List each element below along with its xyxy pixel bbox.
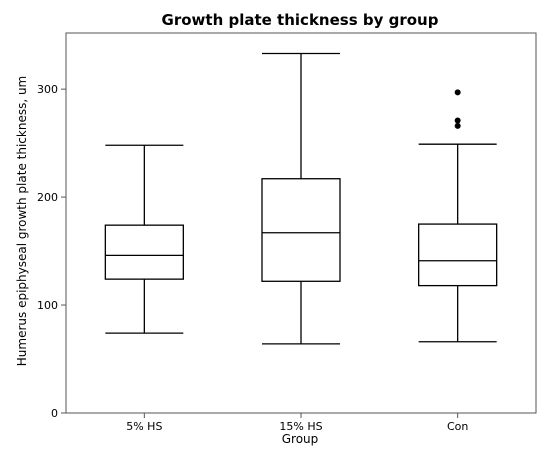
outlier-point-2 <box>454 89 461 96</box>
y-axis-label: Humerus epiphyseal growth plate thicknes… <box>15 76 29 366</box>
x-axis-label: Group <box>282 432 319 446</box>
chart-title: Growth plate thickness by group <box>162 11 439 29</box>
box-group-2 <box>418 89 498 343</box>
iqr-box <box>261 178 341 282</box>
x-tick-label-2: Con <box>447 420 468 433</box>
outlier-point-1 <box>454 117 461 124</box>
box-group-1 <box>261 52 341 345</box>
outlier-point-0 <box>454 122 461 129</box>
y-tick-label-100: 100 <box>37 299 58 312</box>
box-group-0 <box>104 144 184 334</box>
iqr-box <box>418 223 498 287</box>
y-tick-label-300: 300 <box>37 83 58 96</box>
x-axis: 5% HS 15% HS Con <box>126 413 468 433</box>
x-tick-label-0: 5% HS <box>126 420 162 433</box>
y-tick-label-200: 200 <box>37 191 58 204</box>
iqr-box <box>104 224 184 280</box>
y-tick-label-0: 0 <box>51 407 58 420</box>
x-tick-label-1: 15% HS <box>279 420 322 433</box>
boxes-layer <box>104 52 498 345</box>
y-axis: 0 100 200 300 <box>37 83 66 420</box>
